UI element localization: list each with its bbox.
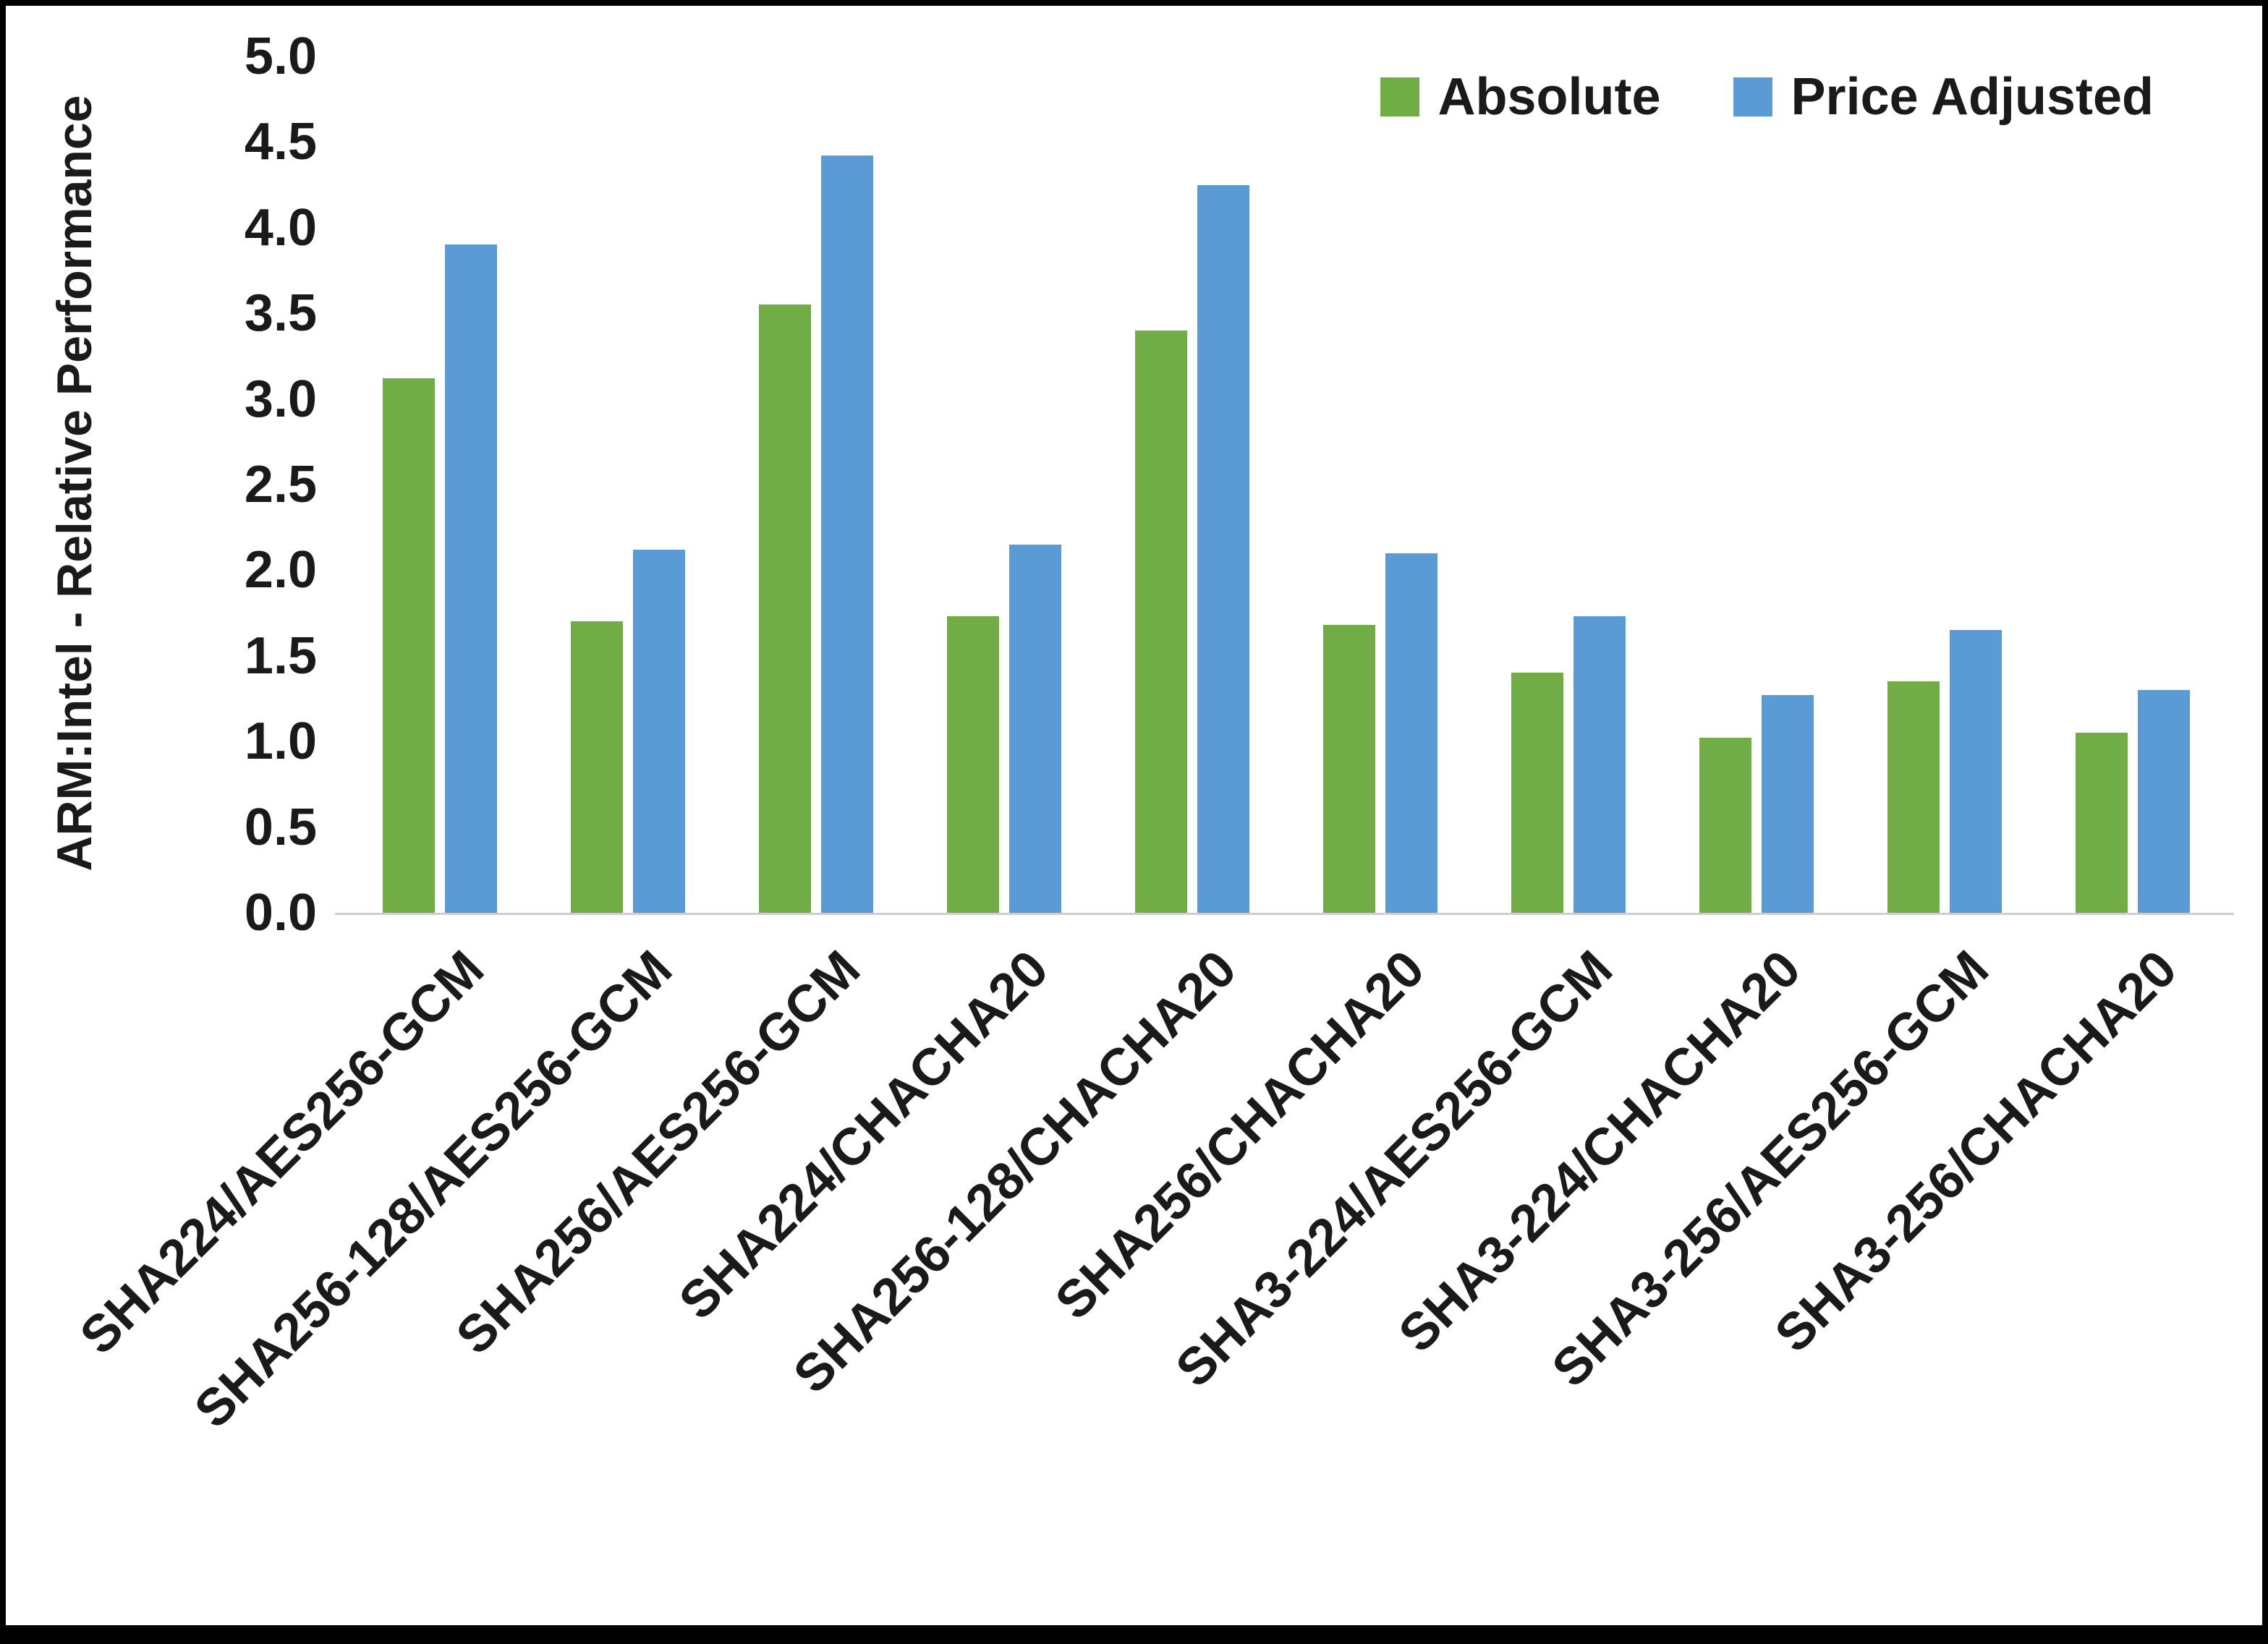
x-axis-line: [335, 913, 2234, 915]
y-axis-title: ARM:Intel - Relative Performance: [47, 95, 102, 872]
legend-item-price-adjusted: Price Adjusted: [1733, 71, 2154, 123]
x-axis-label: SHA256/CHACHA20: [1044, 940, 1435, 1331]
legend-swatch-absolute: [1380, 77, 1419, 116]
bar-price-adjusted: [1385, 553, 1437, 913]
bar-absolute: [759, 304, 811, 913]
bar-groups: [346, 56, 2227, 913]
legend-label: Price Adjusted: [1791, 68, 2154, 126]
bar-price-adjusted: [1762, 695, 1814, 913]
bar-price-adjusted: [1009, 545, 1061, 913]
bar-group: [1098, 185, 1286, 913]
bar-price-adjusted: [821, 156, 873, 913]
bar-absolute: [1135, 331, 1187, 913]
bar-group: [2039, 690, 2227, 913]
bar-group: [346, 244, 534, 913]
y-tick-label: 3.0: [244, 370, 317, 428]
y-tick-label: 2.0: [244, 541, 317, 600]
bar-group: [1851, 630, 2039, 913]
plot-area: [346, 56, 2227, 913]
y-tick-label: 0.0: [244, 884, 317, 942]
y-tick-label: 4.5: [244, 113, 317, 171]
legend-label: Absolute: [1437, 68, 1661, 126]
bar-absolute: [1323, 625, 1375, 913]
bar-price-adjusted: [1573, 616, 1626, 913]
bar-absolute: [2076, 733, 2128, 913]
bar-absolute: [571, 621, 623, 913]
bar-group: [1662, 695, 1851, 913]
x-axis-label: SHA224/CHACHA20: [668, 940, 1059, 1331]
y-tick-label: 1.5: [244, 626, 317, 685]
y-tick-label: 0.5: [244, 798, 317, 856]
bar-price-adjusted: [445, 244, 497, 913]
bar-price-adjusted: [1197, 185, 1249, 913]
bar-absolute: [947, 616, 999, 913]
bar-price-adjusted: [2138, 690, 2190, 913]
bar-price-adjusted: [1950, 630, 2002, 913]
bar-group: [722, 156, 910, 913]
y-tick-label: 5.0: [244, 27, 317, 85]
bar-chart: ARM:Intel - Relative Performance Absolut…: [6, 6, 2262, 1625]
legend: Absolute Price Adjusted: [1380, 71, 2154, 123]
bar-absolute: [1887, 681, 1940, 913]
legend-item-absolute: Absolute: [1380, 71, 1661, 123]
legend-swatch-price-adjusted: [1733, 77, 1772, 116]
bar-price-adjusted: [633, 550, 685, 913]
y-tick-label: 3.5: [244, 284, 317, 343]
bar-group: [1286, 553, 1474, 913]
y-tick-label: 4.0: [244, 198, 317, 257]
bar-group: [1474, 616, 1662, 913]
bar-group: [910, 545, 1098, 913]
bar-group: [534, 550, 722, 913]
y-tick-label: 1.0: [244, 712, 317, 771]
bar-absolute: [1699, 738, 1751, 913]
y-tick-label: 2.5: [244, 456, 317, 514]
bar-absolute: [383, 378, 435, 913]
bar-absolute: [1511, 673, 1563, 913]
